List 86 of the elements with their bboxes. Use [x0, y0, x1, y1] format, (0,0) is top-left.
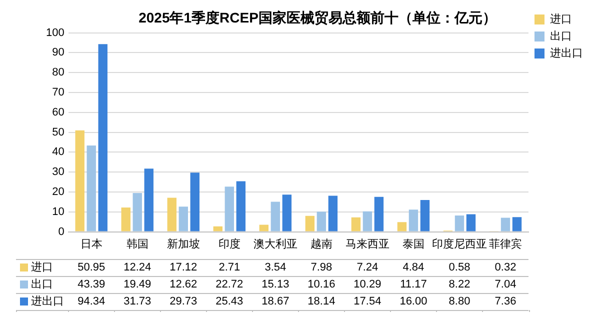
data-label: 8.80: [448, 296, 470, 308]
data-label: 7.36: [494, 296, 516, 308]
data-label: 31.73: [124, 296, 152, 308]
chart-title: 2025年1季度RCEP国家医械贸易总额前十（单位：亿元）: [138, 9, 496, 26]
bar: [98, 44, 108, 232]
bar: [121, 207, 130, 232]
bar: [305, 216, 315, 232]
bar: [408, 210, 418, 232]
bar: [236, 181, 246, 232]
bar: [224, 186, 234, 232]
bar: [420, 200, 430, 232]
y-tick-label: 60: [52, 106, 64, 118]
data-label: 19.49: [124, 278, 152, 291]
data-label: 94.34: [78, 296, 106, 308]
legend-label: 进出口: [550, 46, 583, 60]
bar: [512, 217, 522, 232]
data-label: 0.58: [448, 262, 470, 274]
data-label: 2.71: [218, 262, 240, 274]
y-tick-label: 50: [52, 126, 64, 138]
y-tick-label: 70: [52, 86, 64, 99]
x-tick-label: 韩国: [126, 237, 148, 250]
data-label: 17.54: [354, 296, 382, 308]
bar: [75, 130, 84, 232]
data-label: 17.12: [170, 262, 198, 274]
data-label: 11.17: [400, 278, 427, 291]
y-tick-label: 20: [52, 186, 64, 198]
bar: [167, 198, 176, 232]
y-tick-label: 80: [52, 66, 64, 79]
x-tick-label: 日本: [80, 237, 102, 250]
data-label: 7.04: [494, 278, 516, 291]
legend-label: 出口: [31, 278, 53, 291]
y-tick-label: 40: [52, 146, 64, 158]
text: 出口: [550, 30, 572, 43]
bar: [259, 224, 269, 232]
data-label: 18.67: [262, 296, 290, 308]
bar: [282, 194, 292, 232]
bar: [316, 212, 326, 232]
data-label: 12.24: [124, 262, 152, 274]
x-tick-label: 马来西亚: [345, 237, 390, 250]
data-label: 12.62: [170, 278, 198, 291]
data-label: 10.16: [308, 278, 336, 291]
legend-label: 进口: [31, 260, 53, 274]
data-label: 50.95: [78, 262, 106, 274]
y-tick-label: 90: [52, 46, 64, 59]
y-tick-label: 30: [52, 166, 64, 178]
bar: [213, 226, 223, 232]
y-tick-label: 0: [58, 226, 64, 238]
data-label: 43.39: [78, 278, 106, 291]
bar: [466, 214, 476, 232]
x-tick-label: 泰国: [402, 238, 424, 250]
bar: [374, 196, 384, 232]
y-tick-label: 100: [46, 26, 64, 39]
data-label: 10.29: [354, 278, 382, 291]
data-label: 16.00: [400, 296, 428, 308]
bar: [500, 218, 510, 232]
data-label: 3.54: [264, 262, 286, 274]
data-label: 22.72: [216, 278, 244, 291]
bar: [397, 222, 407, 232]
x-tick-label: 新加坡: [166, 237, 200, 250]
bar: [270, 202, 280, 232]
bar: [328, 196, 338, 232]
data-label: 7.24: [356, 262, 378, 274]
data-label: 0.32: [494, 262, 516, 274]
data-label: 25.43: [216, 296, 244, 308]
x-tick-label: 印度尼西亚: [432, 237, 487, 250]
data-label: 18.14: [308, 296, 336, 308]
x-tick-label: 澳大利亚: [253, 237, 298, 250]
bar: [362, 211, 372, 232]
bar: [86, 145, 96, 232]
bar: [190, 172, 200, 232]
data-label: 7.98: [310, 262, 332, 274]
data-label: 15.13: [262, 278, 290, 291]
bar: [132, 193, 142, 232]
bar: [144, 168, 154, 232]
data-label: 4.84: [402, 262, 424, 274]
x-tick-label: 菲律宾: [488, 237, 522, 250]
data-label: 29.73: [170, 296, 198, 308]
x-tick-label: 印度: [218, 237, 240, 250]
y-tick-label: 10: [52, 206, 64, 218]
data-label: 8.22: [448, 278, 470, 291]
x-tick-label: 越南: [310, 237, 332, 250]
text: 进口: [550, 14, 572, 26]
text: 进出口: [31, 296, 64, 308]
bar: [178, 206, 188, 232]
bar: [351, 217, 361, 232]
bar: [454, 215, 464, 232]
